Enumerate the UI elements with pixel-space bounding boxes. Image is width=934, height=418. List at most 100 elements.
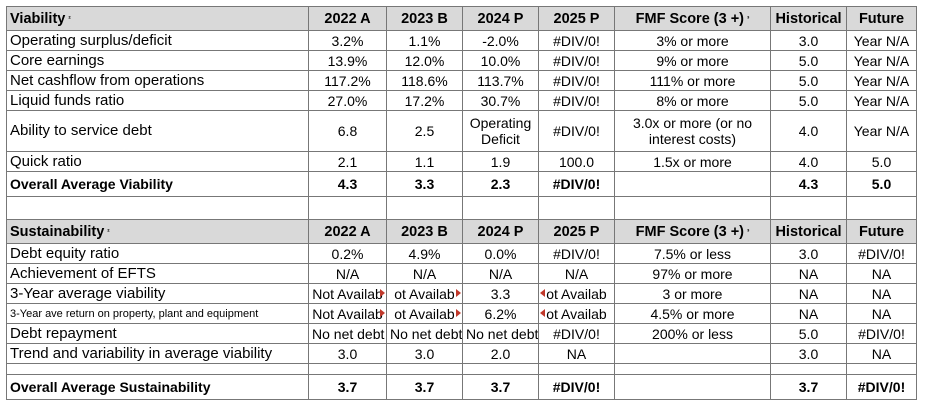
cell[interactable]: 6.2% [462,303,539,324]
empty-cell[interactable] [462,363,539,375]
cell[interactable]: #DIV/0! [538,374,615,400]
cell[interactable]: 3.0 [770,343,847,364]
cell[interactable]: NA [846,263,917,284]
cell[interactable]: 3.0x or more (or no interest costs) [614,110,771,152]
cell[interactable]: 5.0 [770,70,847,91]
cell[interactable]: #DIV/0! [846,323,917,344]
header-2023b[interactable]: 2023 B [386,6,463,31]
cell[interactable]: 100.0 [538,151,615,172]
cell[interactable]: N/A [462,263,539,284]
cell[interactable]: #DIV/0! [538,171,615,197]
empty-cell[interactable] [6,196,309,220]
cell[interactable] [614,171,771,197]
cell[interactable]: 2.5 [386,110,463,152]
cell[interactable]: 4.9% [386,243,463,264]
row-label[interactable]: Overall Average Viability [6,171,309,197]
header-historical[interactable]: Historical [770,6,847,31]
cell[interactable]: 3.3 [386,171,463,197]
row-label[interactable]: Core earnings [6,50,309,71]
row-label[interactable]: Ability to service debt [6,110,309,152]
cell-overflow[interactable]: Not Availab [308,303,387,324]
cell[interactable] [614,343,771,364]
cell[interactable]: 1.5x or more [614,151,771,172]
cell[interactable]: 7.5% or less [614,243,771,264]
cell[interactable] [614,374,771,400]
empty-cell[interactable] [846,196,917,220]
cell[interactable]: 8% or more [614,90,771,111]
cell[interactable]: 4.3 [770,171,847,197]
row-label[interactable]: 3-Year average viability [6,283,309,304]
cell[interactable]: 1.1% [386,30,463,51]
cell[interactable]: -2.0% [462,30,539,51]
cell[interactable]: Year N/A [846,50,917,71]
cell[interactable]: 3 or more [614,283,771,304]
header-future[interactable]: Future [846,6,917,31]
cell[interactable]: N/A [308,263,387,284]
cell[interactable]: #DIV/0! [538,70,615,91]
cell[interactable]: 2.0 [462,343,539,364]
cell[interactable]: 5.0 [770,90,847,111]
cell-overflow[interactable]: ot Availab [538,283,615,304]
viability-header-cell[interactable]: Viability ² [6,6,309,31]
header-historical[interactable]: Historical [770,219,847,244]
cell[interactable]: 17.2% [386,90,463,111]
cell[interactable]: #DIV/0! [538,30,615,51]
row-label[interactable]: Achievement of EFTS [6,263,309,284]
cell-overflow[interactable]: ot Availab [538,303,615,324]
header-2025p[interactable]: 2025 P [538,6,615,31]
empty-cell[interactable] [538,196,615,220]
empty-cell[interactable] [308,196,387,220]
cell[interactable]: 3.7 [386,374,463,400]
cell[interactable]: #DIV/0! [538,110,615,152]
row-label[interactable]: Overall Average Sustainability [6,374,309,400]
cell[interactable]: 0.2% [308,243,387,264]
cell[interactable]: 117.2% [308,70,387,91]
empty-cell[interactable] [614,363,771,375]
cell[interactable]: 2.1 [308,151,387,172]
cell[interactable]: 5.0 [846,171,917,197]
cell[interactable]: 13.9% [308,50,387,71]
row-label[interactable]: Liquid funds ratio [6,90,309,111]
cell[interactable]: Year N/A [846,110,917,152]
empty-cell[interactable] [846,363,917,375]
cell[interactable]: 97% or more [614,263,771,284]
empty-cell[interactable] [6,363,309,375]
cell[interactable]: 0.0% [462,243,539,264]
cell[interactable]: 3.7 [308,374,387,400]
cell[interactable]: N/A [538,263,615,284]
cell[interactable]: 4.5% or more [614,303,771,324]
cell[interactable]: 10.0% [462,50,539,71]
cell[interactable]: 3.2% [308,30,387,51]
cell[interactable]: NA [538,343,615,364]
header-2023b[interactable]: 2023 B [386,219,463,244]
cell[interactable]: No net debt [308,323,387,344]
empty-cell[interactable] [614,196,771,220]
empty-cell[interactable] [308,363,387,375]
row-label[interactable]: 3-Year ave return on property, plant and… [6,303,309,324]
empty-cell[interactable] [462,196,539,220]
cell[interactable]: Year N/A [846,30,917,51]
cell[interactable]: 200% or less [614,323,771,344]
empty-cell[interactable] [770,363,847,375]
cell[interactable]: 1.1 [386,151,463,172]
row-label[interactable]: Trend and variability in average viabili… [6,343,309,364]
cell[interactable]: 111% or more [614,70,771,91]
cell[interactable]: NA [770,263,847,284]
cell[interactable]: 30.7% [462,90,539,111]
header-2022a[interactable]: 2022 A [308,6,387,31]
cell[interactable]: No net debt [386,323,463,344]
cell[interactable]: 3.7 [770,374,847,400]
header-future[interactable]: Future [846,219,917,244]
cell[interactable]: NA [846,283,917,304]
cell[interactable]: NA [846,343,917,364]
cell[interactable]: #DIV/0! [538,50,615,71]
cell[interactable]: #DIV/0! [846,374,917,400]
header-fmf-score[interactable]: FMF Score (3 +) ³ [614,6,771,31]
row-label[interactable]: Quick ratio [6,151,309,172]
cell[interactable]: 4.0 [770,110,847,152]
cell[interactable]: NA [770,283,847,304]
cell[interactable]: 3.3 [462,283,539,304]
cell[interactable]: 118.6% [386,70,463,91]
cell[interactable]: 3.0 [770,243,847,264]
header-2024p[interactable]: 2024 P [462,6,539,31]
